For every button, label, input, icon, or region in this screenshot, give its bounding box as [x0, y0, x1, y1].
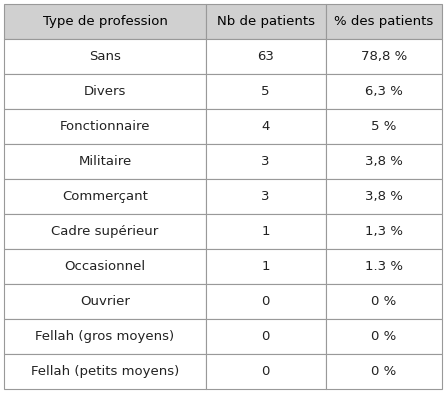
Bar [4, 249, 206, 284]
Bar [326, 249, 442, 284]
Bar [326, 179, 442, 214]
Text: Occasionnel: Occasionnel [64, 260, 145, 273]
Text: 4: 4 [261, 120, 270, 133]
Text: Fonctionnaire: Fonctionnaire [60, 120, 150, 133]
Text: 0 %: 0 % [371, 330, 396, 343]
Text: 0 %: 0 % [371, 365, 396, 378]
Bar [326, 319, 442, 354]
Text: 1: 1 [261, 260, 270, 273]
Text: 1: 1 [261, 225, 270, 238]
Bar [4, 74, 206, 109]
Text: Nb de patients: Nb de patients [217, 15, 314, 28]
Bar [4, 319, 206, 354]
Bar [326, 214, 442, 249]
Text: Type de profession: Type de profession [42, 15, 167, 28]
Text: Fellah (petits moyens): Fellah (petits moyens) [31, 365, 179, 378]
Text: 5: 5 [261, 85, 270, 98]
Bar [206, 4, 326, 39]
Bar [206, 354, 326, 389]
Text: 78,8 %: 78,8 % [360, 50, 407, 63]
Text: 0: 0 [261, 330, 270, 343]
Bar [4, 179, 206, 214]
Bar [326, 39, 442, 74]
Bar [4, 354, 206, 389]
Text: 3,8 %: 3,8 % [365, 190, 403, 203]
Text: 0 %: 0 % [371, 295, 396, 308]
Text: 0: 0 [261, 295, 270, 308]
Text: 3: 3 [261, 190, 270, 203]
Bar [206, 179, 326, 214]
Bar [4, 144, 206, 179]
Bar [206, 74, 326, 109]
Bar [4, 214, 206, 249]
Bar [326, 4, 442, 39]
Text: Militaire: Militaire [78, 155, 132, 168]
Text: 3,8 %: 3,8 % [365, 155, 403, 168]
Bar [326, 284, 442, 319]
Text: Sans: Sans [89, 50, 121, 63]
Text: 0: 0 [261, 365, 270, 378]
Bar [206, 249, 326, 284]
Text: 1.3 %: 1.3 % [365, 260, 403, 273]
Text: Cadre supérieur: Cadre supérieur [51, 225, 159, 238]
Text: Divers: Divers [84, 85, 126, 98]
Text: % des patients: % des patients [334, 15, 433, 28]
Bar [4, 284, 206, 319]
Text: 1,3 %: 1,3 % [365, 225, 403, 238]
Bar [4, 4, 206, 39]
Bar [4, 109, 206, 144]
Bar [206, 109, 326, 144]
Bar [326, 354, 442, 389]
Text: 5 %: 5 % [371, 120, 396, 133]
Bar [206, 39, 326, 74]
Bar [4, 39, 206, 74]
Bar [206, 284, 326, 319]
Bar [206, 214, 326, 249]
Text: 63: 63 [257, 50, 274, 63]
Text: Ouvrier: Ouvrier [80, 295, 130, 308]
Bar [326, 74, 442, 109]
Bar [326, 144, 442, 179]
Bar [206, 319, 326, 354]
Text: Commerçant: Commerçant [62, 190, 148, 203]
Bar [326, 109, 442, 144]
Bar [206, 144, 326, 179]
Text: 6,3 %: 6,3 % [365, 85, 403, 98]
Text: 3: 3 [261, 155, 270, 168]
Text: Fellah (gros moyens): Fellah (gros moyens) [35, 330, 174, 343]
